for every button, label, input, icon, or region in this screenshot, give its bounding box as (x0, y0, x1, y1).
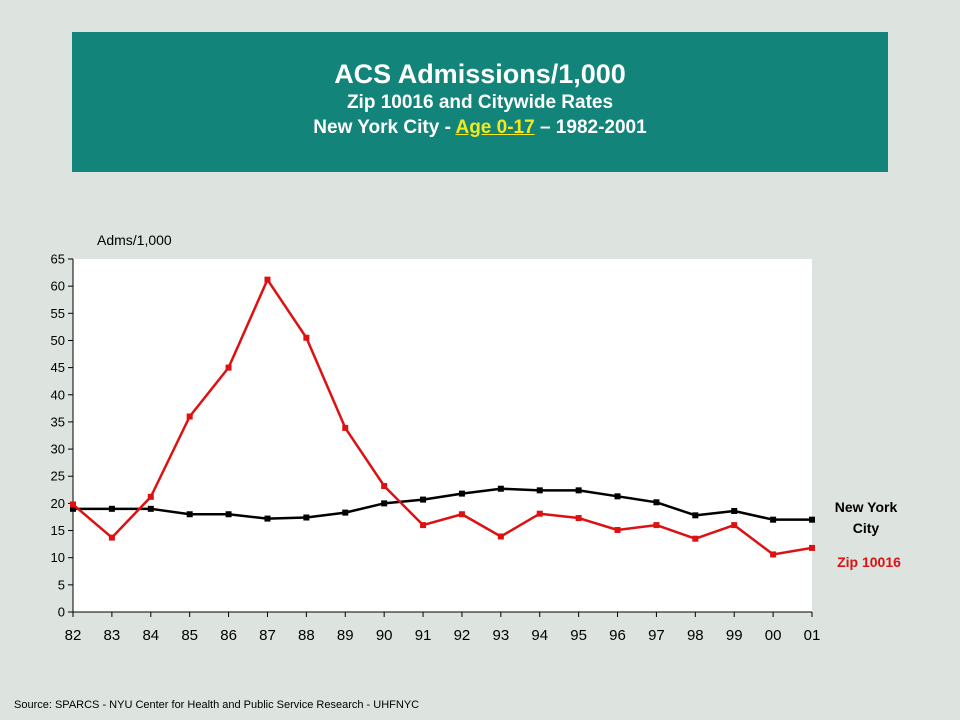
y-tick-label: 10 (51, 550, 65, 565)
data-point (420, 496, 427, 503)
data-point (770, 551, 777, 558)
title-banner: ACS Admissions/1,000 Zip 10016 and Cityw… (72, 32, 888, 172)
chart-subtitle: Zip 10016 and Citywide Rates (346, 92, 614, 113)
data-point (342, 424, 349, 431)
x-tick-label: 99 (726, 627, 743, 644)
x-tick-label: 84 (142, 627, 159, 644)
data-point (108, 534, 115, 541)
x-tick-label: 90 (376, 627, 393, 644)
y-tick-label: 55 (51, 306, 65, 321)
y-tick-label: 40 (51, 387, 65, 402)
data-point (809, 544, 815, 551)
data-point (225, 364, 232, 371)
x-tick-label: 96 (609, 627, 626, 644)
x-tick-label: 98 (687, 627, 704, 644)
data-point (692, 512, 699, 519)
x-tick-label: 97 (648, 627, 665, 644)
series-line-zip10016 (72, 278, 813, 556)
y-tick-label: 25 (51, 469, 65, 484)
data-point (70, 501, 76, 508)
y-tick-label: 5 (58, 577, 65, 592)
chart-subtitle-2: New York City - Age 0-17 – 1982-2001 (72, 115, 888, 140)
data-point (809, 516, 815, 523)
data-point (770, 516, 777, 523)
data-point (731, 507, 738, 514)
y-tick-label: 15 (51, 523, 65, 538)
data-point (186, 413, 193, 420)
x-tick-label: 01 (804, 627, 821, 644)
data-point (692, 535, 699, 542)
y-tick-label: 60 (51, 279, 65, 294)
data-point (225, 511, 232, 518)
data-point (536, 510, 543, 517)
data-point (108, 505, 115, 512)
data-point (147, 505, 154, 512)
series-label-nyc: New York City (835, 499, 898, 536)
data-point (70, 505, 76, 512)
subtitle-suffix: – 1982-2001 (534, 117, 647, 138)
x-tick-label: 91 (415, 627, 432, 644)
x-tick-label: 95 (570, 627, 587, 644)
data-point (575, 487, 582, 494)
data-point (458, 490, 465, 497)
data-point (575, 515, 582, 522)
series-line-nyc (73, 487, 812, 521)
x-tick-label: 92 (454, 627, 471, 644)
x-tick-label: 82 (65, 627, 82, 644)
x-tick-label: 86 (220, 627, 237, 644)
x-tick-label: 00 (765, 627, 782, 644)
data-point (381, 483, 388, 490)
data-point (186, 511, 193, 518)
plot-area (73, 259, 812, 612)
y-tick-label: 45 (51, 360, 65, 375)
data-point (614, 493, 621, 500)
series-label-zip10016: Zip 10016 (837, 554, 901, 570)
data-point (653, 499, 660, 506)
data-point (458, 511, 465, 518)
data-point (303, 334, 310, 341)
data-point (653, 522, 660, 529)
data-point (731, 522, 738, 529)
x-tick-label: 89 (337, 627, 354, 644)
subtitle-prefix: New York City - (313, 117, 456, 138)
y-tick-label: 0 (58, 605, 65, 620)
data-point (381, 500, 388, 507)
x-tick-label: 93 (492, 627, 509, 644)
x-tick-label: 94 (531, 627, 548, 644)
x-tick-label: 87 (259, 627, 276, 644)
x-tick-label: 88 (298, 627, 315, 644)
y-tick-label: 20 (51, 496, 65, 511)
y-tick-label: 65 (51, 252, 65, 267)
data-point (264, 515, 271, 522)
y-axis-label: Adms/1,000 (97, 232, 172, 248)
data-point (536, 487, 543, 494)
chart-title: ACS Admissions/1,000 (334, 59, 626, 89)
x-tick-label: 83 (104, 627, 121, 644)
data-point (420, 522, 427, 529)
source-note: Source: SPARCS - NYU Center for Health a… (14, 699, 420, 711)
data-point (147, 493, 154, 500)
y-tick-label: 30 (51, 442, 65, 457)
data-point (342, 509, 349, 516)
x-tick-label: 85 (181, 627, 198, 644)
y-tick-label: 35 (51, 414, 65, 429)
data-point (614, 526, 621, 533)
y-tick-label: 50 (51, 333, 65, 348)
data-point (497, 533, 504, 540)
data-point (497, 485, 504, 492)
data-point (303, 514, 310, 521)
data-point (264, 276, 271, 283)
age-group-link[interactable]: Age 0-17 (455, 117, 535, 138)
